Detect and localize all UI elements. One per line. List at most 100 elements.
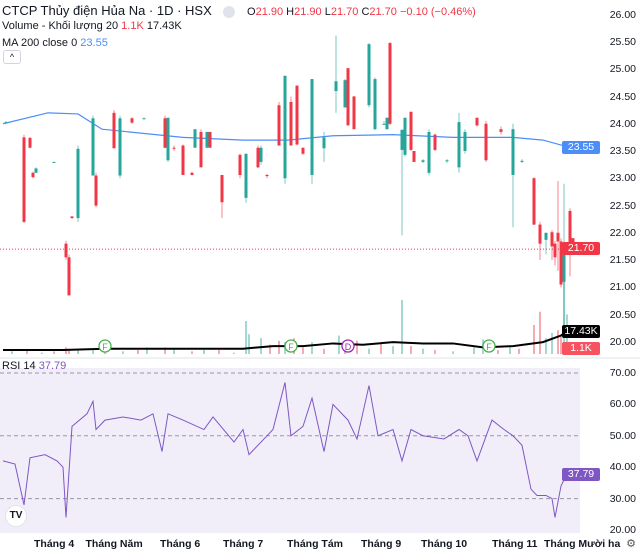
volume-bar	[392, 346, 394, 354]
volume-bar	[356, 340, 358, 354]
price-axis-label: 22.00	[609, 226, 636, 239]
candle-body	[70, 216, 74, 219]
candle-body	[67, 257, 71, 296]
candle-body	[457, 122, 461, 168]
time-axis-label: Tháng Mười ha	[544, 538, 621, 550]
volume-ma-tag: 17.43K	[562, 325, 600, 338]
close-label: C	[361, 6, 370, 18]
candle-body	[343, 80, 347, 108]
volume-bar	[122, 351, 124, 354]
candle-body	[553, 243, 557, 258]
volume-label: Volume - Khối lượng 20	[2, 20, 119, 32]
symbol-title: CTCP Thủy điện Hủa Na · 1D · HSX	[2, 3, 212, 18]
price-axis-label: 23.50	[609, 145, 636, 157]
candle-body	[172, 147, 176, 149]
time-axis-label: Tháng 7	[223, 538, 264, 550]
candle-body	[511, 129, 515, 175]
price-axis-label: 23.00	[609, 172, 636, 185]
open-value: 21.90	[255, 6, 284, 18]
candle-body	[388, 43, 392, 124]
rsi-axis-label: 30.00	[609, 492, 636, 505]
candle-body	[52, 161, 56, 163]
open-label: O	[247, 6, 256, 18]
event-marker	[341, 339, 355, 353]
candle-body	[34, 168, 38, 173]
candle-body	[238, 154, 242, 175]
rsi-axis-label: 20.00	[609, 524, 636, 536]
candle-body	[94, 175, 98, 206]
candle-body	[322, 137, 326, 149]
event-label: F	[102, 342, 108, 352]
candle-body	[562, 254, 566, 282]
rsi-axis-label: 50.00	[609, 429, 636, 442]
candle-body	[22, 137, 26, 222]
volume-bar	[473, 347, 475, 354]
candle-body	[421, 160, 425, 162]
candle-body	[373, 79, 377, 130]
candle-body	[334, 81, 338, 92]
volume-ma-value: 17.43K	[146, 20, 182, 32]
candle-body	[532, 178, 536, 225]
candle-body	[559, 241, 563, 285]
volume-bar	[452, 351, 454, 354]
candle-body	[346, 68, 350, 126]
volume-bar	[26, 350, 28, 354]
time-axis-label: Tháng 11	[492, 538, 538, 550]
market-status-icon	[223, 5, 236, 18]
rsi-label: RSI 14	[2, 360, 36, 372]
candle-body	[31, 172, 35, 178]
volume-bar	[434, 350, 436, 354]
volume-bar	[269, 344, 271, 354]
rsi-legend[interactable]: RSI 14 37.79	[2, 360, 66, 372]
tradingview-logo[interactable]: TV	[5, 505, 27, 527]
candle-body	[400, 129, 404, 150]
ma-legend[interactable]: MA 200 close 0 23.55	[2, 37, 108, 49]
event-label: D	[345, 342, 352, 352]
collapse-legend-button[interactable]: ^	[3, 50, 21, 64]
candle-body	[403, 117, 407, 155]
candle-body	[412, 151, 416, 162]
price-axis-label: 22.50	[609, 199, 636, 212]
volume-bar	[233, 352, 235, 354]
time-axis-label: Tháng 10	[421, 538, 468, 550]
candle-body	[142, 118, 146, 120]
price-axis-label: 24.50	[609, 90, 636, 103]
ohlc-values: O21.90 H21.90 L21.70 C21.70 −0.10 (−0.46…	[247, 6, 476, 18]
rsi-tag: 37.79	[562, 468, 600, 481]
candle-body	[265, 174, 269, 177]
candle-body	[130, 118, 134, 123]
volume-bar	[218, 350, 220, 354]
candle-body	[193, 129, 197, 148]
volume-bar	[203, 350, 205, 354]
rsi-background	[0, 368, 580, 533]
volume-tag: 1.1K	[562, 342, 600, 355]
candle-body	[283, 75, 287, 179]
time-axis-label: Tháng 6	[160, 538, 201, 550]
volume-bar	[323, 348, 325, 354]
candle-body	[91, 118, 95, 176]
volume-bar	[92, 348, 94, 354]
candle-body	[301, 147, 305, 154]
candle-body	[385, 117, 389, 130]
candle-body	[28, 137, 32, 148]
candle-body	[4, 122, 8, 124]
candle-body	[295, 85, 299, 145]
volume-bar	[311, 342, 313, 354]
candle-body	[475, 117, 479, 126]
price-axis-label: 21.00	[609, 281, 636, 294]
volume-bar	[545, 338, 547, 354]
volume-legend[interactable]: Volume - Khối lượng 20 1.1K 17.43K	[2, 20, 182, 32]
candle-body	[277, 105, 281, 146]
chevron-up-icon: ^	[9, 52, 15, 62]
volume-bar	[68, 348, 70, 354]
high-value: 21.90	[294, 6, 322, 18]
candle-body	[568, 210, 572, 247]
chart-legend-symbol: CTCP Thủy điện Hủa Na · 1D · HSX O21.90 …	[2, 3, 476, 18]
volume-bar	[401, 299, 403, 354]
high-label: H	[286, 6, 295, 18]
candle-body	[112, 112, 116, 149]
event-label: F	[288, 342, 294, 352]
gear-icon[interactable]: ⚙	[626, 538, 636, 550]
event-marker	[284, 339, 298, 353]
